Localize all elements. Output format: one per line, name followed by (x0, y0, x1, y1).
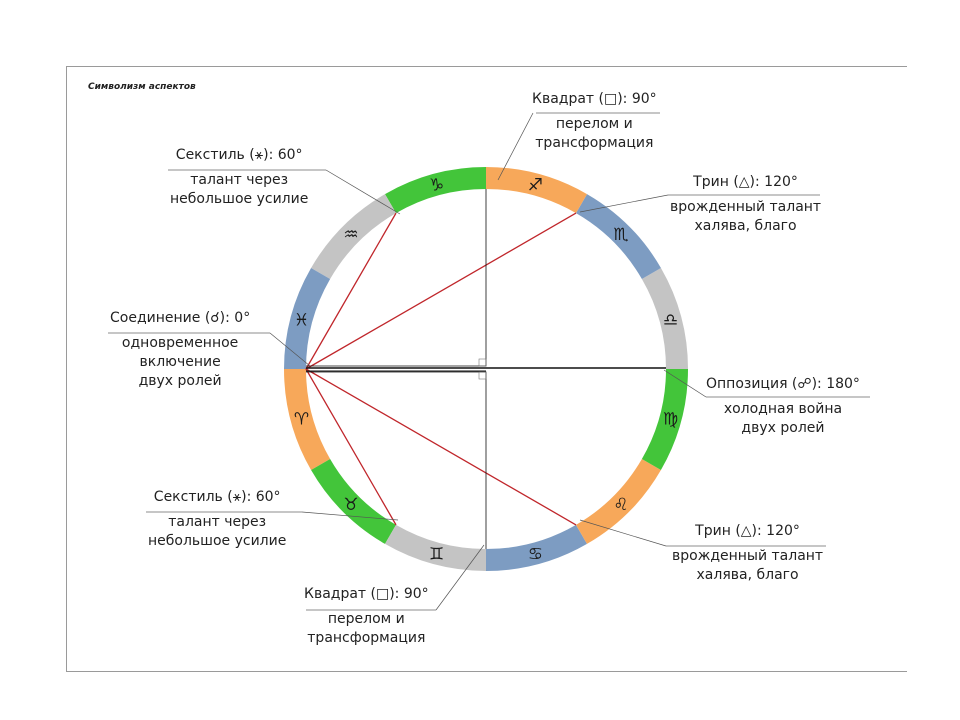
sign-sector-scorpio (576, 194, 661, 279)
right-angle-marker-top (478, 358, 487, 367)
label-heading: Секстиль (⚹): 60° (175, 147, 303, 163)
right-angle-marker-bottom (478, 371, 487, 380)
page-title: Символизм аспектов (88, 82, 196, 92)
aspect-line-300 (305, 212, 397, 370)
label-heading: Оппозиция (☍): 180° (706, 376, 860, 392)
label-heading: Трин (△): 120° (693, 174, 798, 190)
label-heading: Трин (△): 120° (695, 523, 800, 539)
sign-sector-taurus (311, 459, 396, 544)
leader-trine-top (579, 194, 669, 213)
leader-conjunction (269, 332, 311, 367)
leader-sextile-bottom (301, 511, 399, 521)
label-sextile-bottom: Секстиль (⚹): 60° талант через небольшое… (148, 489, 287, 549)
sign-sector-virgo (641, 369, 688, 470)
sign-sector-sagittarius (486, 167, 587, 214)
sign-sector-libra (641, 268, 688, 369)
leader-trine-bottom (579, 519, 667, 547)
square-line-top (306, 189, 487, 367)
square-line-bottom (306, 371, 487, 549)
sign-glyph-sagittarius: ♐ (528, 176, 543, 196)
sign-sector-pisces (284, 268, 331, 369)
aspect-line-240 (305, 212, 577, 370)
zodiac-glyphs: ♈ ♉ ♊ ♋ ♌ ♍ ♎ ♏ ♐ ♑ ♒ ♓ (294, 176, 678, 565)
sign-sector-cancer (486, 524, 587, 571)
sign-glyph-aries: ♈ (294, 409, 309, 429)
label-heading: Секстиль (⚹): 60° (153, 489, 281, 505)
label-trine-bottom: Трин (△): 120° врожденный талант халява,… (672, 523, 824, 583)
label-opposition: Оппозиция (☍): 180° холодная война двух … (706, 376, 860, 436)
label-square-bottom: Квадрат (□): 90° перелом и трансформация (304, 586, 429, 646)
label-heading: Квадрат (□): 90° (304, 586, 429, 602)
sign-glyph-taurus: ♉ (343, 495, 358, 515)
label-heading: Соединение (☌): 0° (110, 310, 251, 326)
label-sextile-top: Секстиль (⚹): 60° талант через небольшое… (170, 147, 309, 207)
diagram-frame (66, 66, 907, 672)
sign-glyph-aquarius: ♒ (343, 225, 358, 245)
sign-glyph-libra: ♎ (663, 311, 678, 331)
sign-glyph-capricorn: ♑ (429, 176, 444, 196)
label-square-top: Квадрат (□): 90° перелом и трансформация (532, 91, 657, 151)
sign-glyph-virgo: ♍ (663, 409, 678, 429)
leader-square-top (497, 112, 534, 181)
sign-sector-gemini (385, 524, 486, 571)
label-conjunction: Соединение (☌): 0° одновременное включен… (110, 310, 251, 389)
aspect-lines (108, 112, 870, 611)
sign-sector-aquarius (311, 194, 396, 279)
sign-sector-aries (284, 369, 331, 470)
aspect-line-120 (305, 368, 577, 526)
leader-opposition (663, 369, 707, 398)
sign-sector-leo (576, 459, 661, 544)
aspect-line-60 (305, 368, 397, 526)
leader-square-bottom (435, 544, 485, 611)
sign-sector-capricorn (385, 167, 486, 214)
sign-glyph-leo: ♌ (613, 495, 628, 515)
label-heading: Квадрат (□): 90° (532, 91, 657, 107)
label-trine-top: Трин (△): 120° врожденный талант халява,… (670, 174, 822, 234)
sign-glyph-pisces: ♓ (294, 311, 309, 331)
sign-glyph-cancer: ♋ (528, 544, 543, 564)
leader-sextile-top (325, 169, 401, 215)
sign-glyph-scorpio: ♏ (613, 225, 628, 245)
sign-glyph-gemini: ♊ (429, 544, 444, 564)
zodiac-ring (284, 167, 688, 571)
